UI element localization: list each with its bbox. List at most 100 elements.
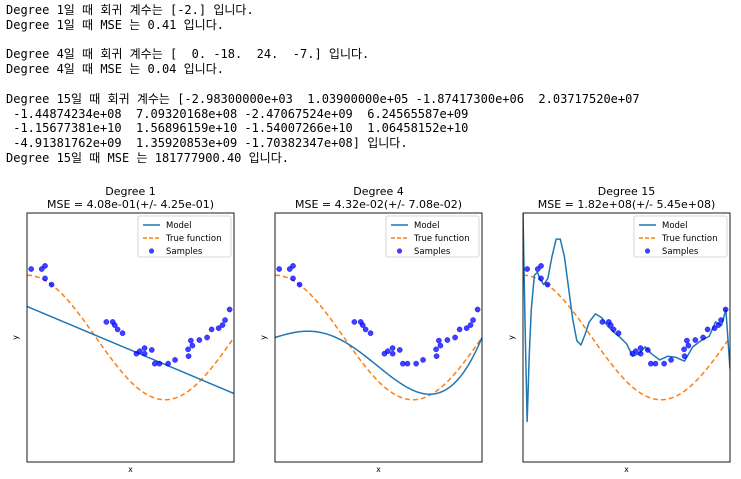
console-output: Degree 1일 때 회귀 계수는 [-2.] 입니다. Degree 1일 … xyxy=(6,3,640,166)
sample-point xyxy=(452,334,458,341)
sample-point xyxy=(389,350,396,357)
sample-point xyxy=(42,263,48,269)
sample-point xyxy=(189,342,196,349)
sample-point xyxy=(474,306,481,313)
sample-point xyxy=(437,342,444,349)
output-line: -1.44874234e+08 7.09320168e+08 -2.470675… xyxy=(6,106,469,121)
sample-point xyxy=(538,275,544,282)
legend-samples-swatch xyxy=(148,248,155,254)
true-function-line xyxy=(27,274,234,401)
sample-point xyxy=(222,317,228,323)
sample-point xyxy=(114,326,121,333)
sample-point xyxy=(538,263,544,269)
sample-point xyxy=(296,281,303,288)
chart-subtitle: MSE = 4.32e-02(+/- 7.08e-02) xyxy=(295,198,462,211)
sample-point xyxy=(276,266,282,272)
sample-point xyxy=(204,334,210,341)
legend-box xyxy=(633,215,728,258)
sample-point xyxy=(644,347,651,353)
sample-point xyxy=(610,326,617,333)
sample-point xyxy=(219,322,226,328)
output-line: Degree 15일 때 회귀 계수는 [-2.98300000e+03 1.0… xyxy=(6,91,640,106)
x-axis-label: x xyxy=(128,465,133,474)
sample-point xyxy=(290,275,296,282)
legend-model-label: Model xyxy=(166,221,192,231)
output-line: Degree 1일 때 MSE 는 0.41 입니다. xyxy=(6,17,224,32)
output-line: Degree 1일 때 회귀 계수는 [-2.] 입니다. xyxy=(6,3,254,17)
sample-point xyxy=(718,317,724,323)
plot-area xyxy=(27,263,234,401)
sample-point xyxy=(544,281,551,288)
sample-point xyxy=(188,337,194,344)
chart-subtitle: MSE = 1.82e+08(+/- 5.45e+08) xyxy=(538,198,716,211)
sample-point xyxy=(148,347,155,353)
output-line: Degree 15일 때 MSE 는 181777900.40 입니다. xyxy=(6,150,289,165)
sample-point xyxy=(396,347,403,353)
sample-point xyxy=(367,330,374,336)
sample-point xyxy=(208,326,215,333)
true-function-line xyxy=(523,274,730,401)
true-function-line xyxy=(275,274,482,401)
legend-true-function-label: True function xyxy=(413,234,469,244)
sample-point xyxy=(711,325,718,331)
sample-point xyxy=(700,334,706,341)
sample-point xyxy=(42,275,48,282)
sample-point xyxy=(165,360,171,367)
sample-point xyxy=(444,337,451,343)
sample-point xyxy=(141,345,148,351)
legend-model-label: Model xyxy=(662,221,688,231)
sample-point xyxy=(433,346,439,353)
output-line: Degree 4일 때 MSE 는 0.04 입니다. xyxy=(6,62,224,77)
sample-point xyxy=(389,345,396,351)
chart-title: Degree 4 xyxy=(353,185,404,198)
output-line: -1.15677381e+10 1.56896159e+10 -1.540072… xyxy=(6,121,469,136)
sample-point xyxy=(420,357,426,363)
sample-point xyxy=(652,360,659,367)
y-axis-label: y xyxy=(11,335,20,340)
sample-point xyxy=(668,357,674,363)
axes-frame xyxy=(522,212,731,463)
sample-point xyxy=(48,281,55,288)
plot-area xyxy=(275,263,482,401)
legend-samples-swatch xyxy=(644,248,651,254)
legend: Model True function Samples xyxy=(385,215,480,258)
legend-model-label: Model xyxy=(414,221,440,231)
sample-point xyxy=(413,360,419,367)
sample-point xyxy=(456,326,463,333)
sample-point xyxy=(172,357,178,363)
sample-point xyxy=(637,350,644,357)
legend-true-function-label: True function xyxy=(165,234,221,244)
model-line xyxy=(27,305,234,395)
sample-point xyxy=(436,337,442,344)
sample-point xyxy=(463,325,470,331)
sample-point xyxy=(111,322,118,328)
sample-point xyxy=(384,348,391,354)
sample-point xyxy=(152,360,158,367)
legend-true-function-label: True function xyxy=(661,234,717,244)
sample-point xyxy=(681,353,688,359)
sample-point xyxy=(692,337,699,343)
sample-point xyxy=(351,319,358,325)
sample-point xyxy=(722,306,729,313)
sample-point xyxy=(226,306,233,313)
x-axis-label: x xyxy=(624,465,629,474)
sample-point xyxy=(704,326,711,333)
sample-point xyxy=(28,266,34,272)
legend-box xyxy=(137,215,232,258)
chart-title: Degree 15 xyxy=(598,185,656,198)
sample-point xyxy=(715,322,722,328)
y-axis-label: y xyxy=(507,335,516,340)
legend: Model True function Samples xyxy=(137,215,232,258)
sample-point xyxy=(185,346,191,353)
legend: Model True function Samples xyxy=(633,215,728,258)
x-axis-label: x xyxy=(376,465,381,474)
sample-point xyxy=(684,337,690,344)
chart-title: Degree 1 xyxy=(105,185,156,198)
legend-box xyxy=(385,215,480,258)
axes-frame xyxy=(274,212,483,463)
legend-samples-swatch xyxy=(396,248,403,254)
sample-point xyxy=(185,353,192,359)
sample-point xyxy=(685,342,692,349)
